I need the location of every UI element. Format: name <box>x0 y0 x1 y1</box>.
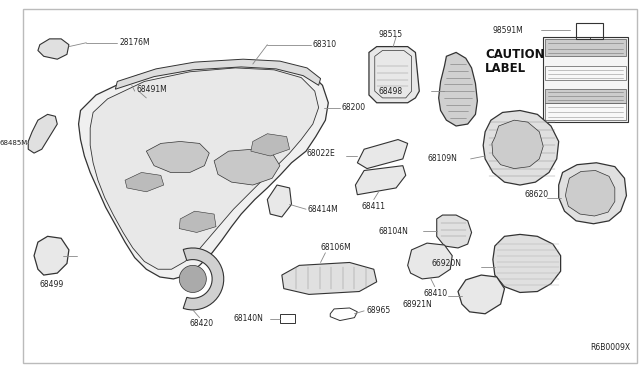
Text: 68410: 68410 <box>423 289 447 298</box>
Text: 68414M: 68414M <box>308 205 339 214</box>
Ellipse shape <box>159 107 172 114</box>
Text: 68498: 68498 <box>379 87 403 96</box>
Text: 98515: 98515 <box>379 29 403 39</box>
Bar <box>576 23 604 39</box>
Polygon shape <box>214 149 280 185</box>
Text: 68499: 68499 <box>40 280 64 289</box>
Polygon shape <box>282 263 377 294</box>
Text: 68620: 68620 <box>525 190 549 199</box>
Circle shape <box>378 86 383 92</box>
Text: 98591M: 98591M <box>493 26 524 35</box>
Text: 68965: 68965 <box>366 307 390 315</box>
Text: 68411: 68411 <box>361 202 385 211</box>
Polygon shape <box>357 140 408 169</box>
Polygon shape <box>34 236 69 275</box>
Text: LABEL: LABEL <box>485 62 526 76</box>
Text: 68200: 68200 <box>342 103 366 112</box>
Polygon shape <box>483 110 559 185</box>
Text: 68420: 68420 <box>190 319 214 328</box>
Polygon shape <box>28 114 57 153</box>
Polygon shape <box>438 52 477 126</box>
Polygon shape <box>566 170 615 216</box>
Polygon shape <box>179 265 206 292</box>
Text: 68310: 68310 <box>313 40 337 49</box>
Text: 68109N: 68109N <box>427 154 457 163</box>
Circle shape <box>378 56 383 62</box>
Polygon shape <box>355 166 406 195</box>
Circle shape <box>401 56 406 62</box>
Ellipse shape <box>196 101 212 109</box>
Bar <box>545 39 627 56</box>
Text: 68140N: 68140N <box>234 314 263 323</box>
Polygon shape <box>183 248 224 310</box>
Polygon shape <box>38 39 69 59</box>
Text: 68022E: 68022E <box>306 148 335 158</box>
Polygon shape <box>251 134 289 156</box>
Polygon shape <box>115 59 321 89</box>
Polygon shape <box>493 234 561 292</box>
Text: 28176M: 28176M <box>119 38 150 47</box>
Polygon shape <box>436 215 472 248</box>
Polygon shape <box>458 275 504 314</box>
Bar <box>280 314 296 323</box>
Polygon shape <box>268 185 292 217</box>
Polygon shape <box>408 243 452 279</box>
Text: 66920N: 66920N <box>432 259 462 268</box>
Polygon shape <box>559 163 627 224</box>
Text: CAUTION: CAUTION <box>485 48 545 61</box>
Circle shape <box>401 86 406 92</box>
Polygon shape <box>369 46 419 103</box>
Text: R6B0009X: R6B0009X <box>590 343 630 353</box>
Text: 68104N: 68104N <box>379 227 408 236</box>
Bar <box>543 37 628 122</box>
Bar <box>545 89 627 103</box>
Text: 68485M: 68485M <box>0 140 28 147</box>
Polygon shape <box>179 211 216 232</box>
Polygon shape <box>147 141 209 173</box>
Text: 68921N: 68921N <box>403 299 433 309</box>
Text: 68491M: 68491M <box>137 85 168 94</box>
Bar <box>545 103 627 120</box>
Polygon shape <box>492 120 543 169</box>
Polygon shape <box>90 68 319 269</box>
Polygon shape <box>79 62 328 279</box>
Ellipse shape <box>232 99 250 107</box>
Ellipse shape <box>51 47 57 52</box>
Bar <box>545 66 627 80</box>
Text: 68106M: 68106M <box>321 243 351 253</box>
Polygon shape <box>125 173 164 192</box>
